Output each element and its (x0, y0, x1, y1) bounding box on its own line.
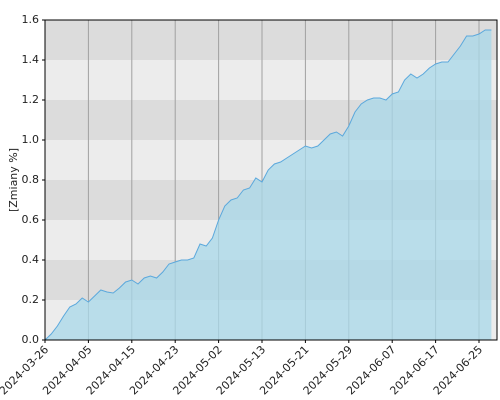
y-tick-label: 0.2 (22, 293, 40, 306)
y-tick-label: 0.4 (22, 253, 40, 266)
area (45, 30, 492, 340)
y-axis-label: [Zmiany %] (7, 148, 20, 212)
y-tick-label: 0.6 (22, 213, 40, 226)
y-tick-label: 1.2 (22, 93, 40, 106)
y-tick-label: 1.0 (22, 133, 40, 146)
y-tick-label: 0.8 (22, 173, 40, 186)
y-tick-label: 1.4 (22, 53, 40, 66)
plot-frame (44, 19, 498, 341)
grid-band (45, 20, 497, 60)
y-tick-label: 1.6 (22, 13, 40, 26)
y-tick-label: 0.0 (22, 333, 40, 346)
area-line (44, 29, 492, 341)
